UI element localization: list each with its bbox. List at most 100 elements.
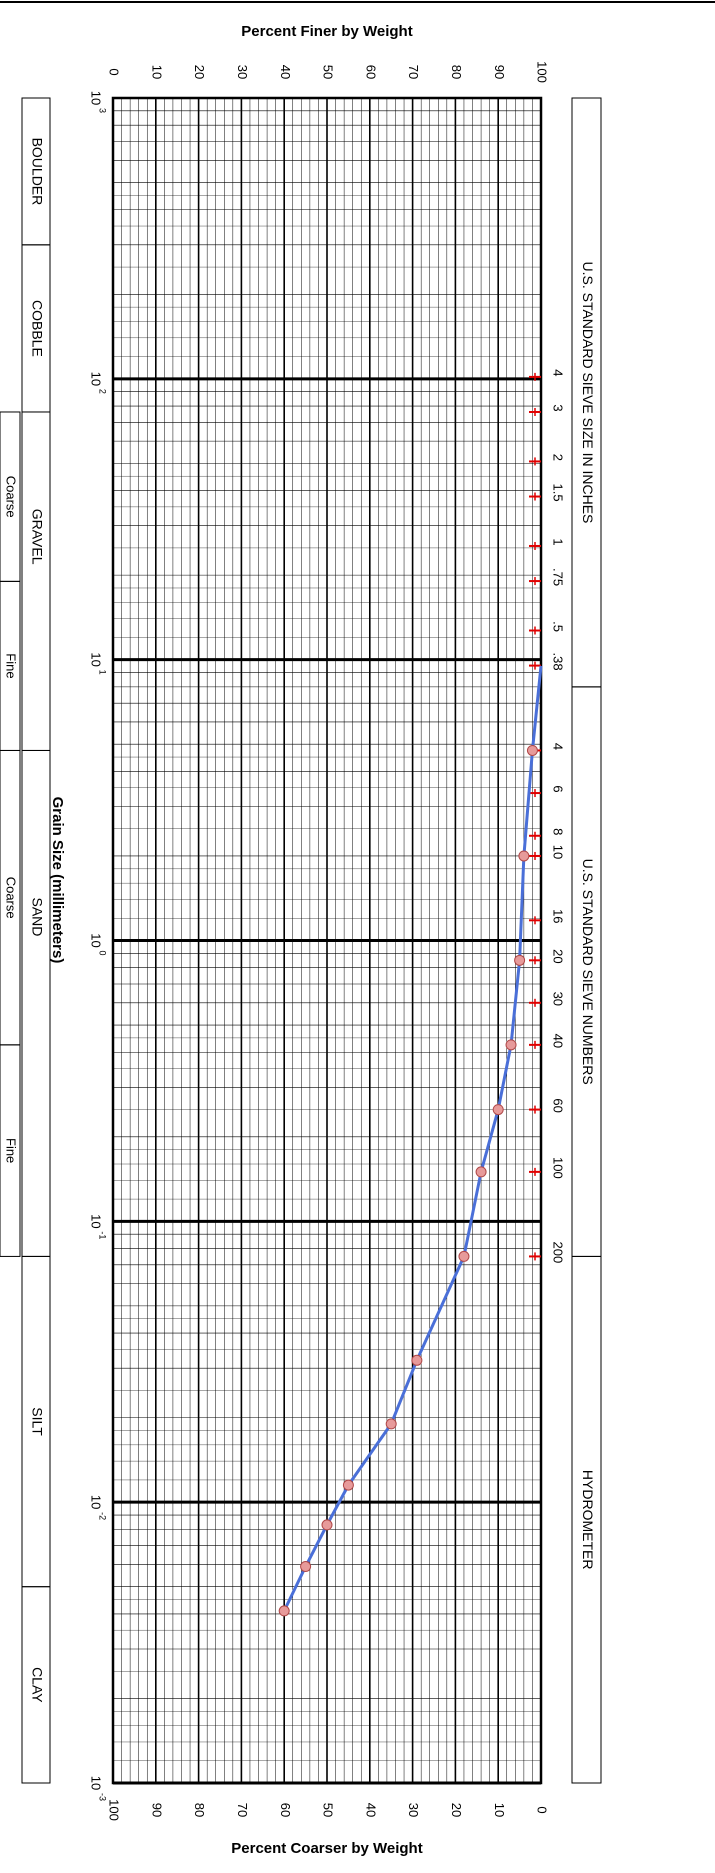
y-tick-label: 10 [149, 65, 164, 79]
soil-subclass-label: Fine [4, 1138, 19, 1163]
y-tick-label: 50 [321, 65, 336, 79]
sieve-inches-label: 1 [551, 538, 566, 545]
data-point [505, 1039, 517, 1051]
soil-class-label: SILT [29, 1407, 45, 1436]
x-tick-exponent: 0 [98, 951, 108, 956]
sieve-number-label: 100 [551, 1157, 566, 1179]
x-tick-text: 10 [89, 1214, 104, 1228]
sieve-inches-label: .5 [551, 621, 566, 632]
data-point [411, 1354, 423, 1366]
sieve-number-label: 200 [551, 1242, 566, 1264]
soil-subclass-label: Fine [4, 653, 19, 678]
data-point [514, 954, 526, 966]
x-tick-label: 10 1 [89, 652, 108, 674]
sieve-number-label: 8 [551, 828, 566, 835]
x-tick-text: 10 [89, 372, 104, 386]
y2-tick-label: 100 [107, 1799, 122, 1821]
gradation-curve [282, 665, 543, 1612]
x-tick-label: 10 3 [89, 91, 108, 113]
data-point [526, 744, 538, 756]
y2-axis-title: Percent Coarser by Weight [231, 1840, 422, 1857]
x-tick-exponent: -1 [98, 1231, 108, 1239]
sieve-number-label: 6 [551, 785, 566, 792]
x-tick-text: 10 [89, 1495, 104, 1509]
x-tick-text: 10 [89, 652, 104, 666]
soil-class-label: COBBLE [29, 300, 45, 357]
x-tick-exponent: 1 [98, 670, 108, 675]
y2-tick-label: 50 [321, 1803, 336, 1817]
y-tick-label: 60 [363, 65, 378, 79]
sieve-inches-label: .38 [551, 653, 566, 671]
data-point [492, 1104, 504, 1116]
x-tick-exponent: 2 [98, 389, 108, 394]
soil-subclass-box [0, 1044, 21, 1257]
sieve-number-label: 4 [551, 743, 566, 750]
y-tick-label: 40 [278, 65, 293, 79]
y2-tick-label: 70 [235, 1803, 250, 1817]
hydrometer-header-box [571, 1255, 602, 1784]
y2-tick-label: 10 [492, 1803, 507, 1817]
x-tick-exponent: 3 [98, 108, 108, 113]
x-axis-title: Grain Size (millimeters) [49, 797, 66, 964]
y2-tick-label: 90 [149, 1803, 164, 1817]
x-tick-label: 10 0 [89, 933, 108, 955]
plot-frame [111, 96, 543, 1785]
data-point [458, 1250, 470, 1262]
y-tick-label: 90 [492, 65, 507, 79]
sieve-number-label: 16 [551, 909, 566, 923]
y2-tick-label: 80 [192, 1803, 207, 1817]
y-tick-label: 80 [449, 65, 464, 79]
y-tick-label: 100 [535, 61, 550, 83]
x-tick-text: 10 [89, 933, 104, 947]
data-point [278, 1605, 290, 1617]
data-point [321, 1519, 333, 1531]
x-tick-text: 10 [89, 1776, 104, 1790]
x-tick-label: 10-1 [89, 1214, 108, 1239]
sieve-number-label: 30 [551, 992, 566, 1006]
soil-class-box [21, 1586, 51, 1784]
y-tick-label: 0 [107, 68, 122, 75]
sieve-number-label: 20 [551, 949, 566, 963]
soil-class-label: CLAY [29, 1667, 45, 1703]
data-point [475, 1166, 487, 1178]
sieve-inches-label: 1.5 [551, 483, 566, 501]
y2-tick-label: 40 [363, 1803, 378, 1817]
soil-class-box [21, 411, 51, 751]
x-tick-exponent: -2 [98, 1512, 108, 1520]
sieve-number-label: 40 [551, 1034, 566, 1048]
y-tick-label: 70 [406, 65, 421, 79]
y2-tick-label: 30 [406, 1803, 421, 1817]
x-tick-exponent: -3 [98, 1793, 108, 1801]
sieve-inches-label: .75 [551, 568, 566, 586]
y2-tick-label: 60 [278, 1803, 293, 1817]
data-point [300, 1561, 312, 1573]
y2-tick-label: 20 [449, 1803, 464, 1817]
sieve-inches-label: 2 [551, 454, 566, 461]
data-point [342, 1479, 354, 1491]
data-point [518, 850, 530, 862]
sieve-numbers-header: U.S. STANDARD SIEVE NUMBERS [580, 859, 596, 1085]
soil-class-label: BOULDER [29, 138, 45, 206]
grid [111, 96, 543, 1785]
soil-subclass-label: Coarse [4, 877, 19, 919]
y2-tick-label: 0 [535, 1806, 550, 1813]
soil-subclass-label: Coarse [4, 476, 19, 518]
x-tick-label: 10-2 [89, 1495, 108, 1520]
soil-class-box [21, 749, 51, 1257]
sieve-number-label: 60 [551, 1098, 566, 1112]
x-tick-label: 10-3 [89, 1776, 108, 1801]
soil-class-label: SAND [29, 897, 45, 936]
y-axis-title: Percent Finer by Weight [241, 23, 412, 40]
x-tick-label: 10 2 [89, 372, 108, 394]
sieve-number-label: 10 [551, 845, 566, 859]
hydrometer-header: HYDROMETER [580, 1470, 596, 1570]
sieve-inches-label: 3 [551, 404, 566, 411]
soil-class-label: GRAVEL [29, 509, 45, 565]
y-tick-label: 30 [235, 65, 250, 79]
sieve-inches-header: U.S. STANDARD SIEVE SIZE IN INCHES [580, 261, 596, 523]
sieve-inches-label: 4 [551, 369, 566, 376]
data-point [385, 1418, 397, 1430]
x-tick-text: 10 [89, 91, 104, 105]
